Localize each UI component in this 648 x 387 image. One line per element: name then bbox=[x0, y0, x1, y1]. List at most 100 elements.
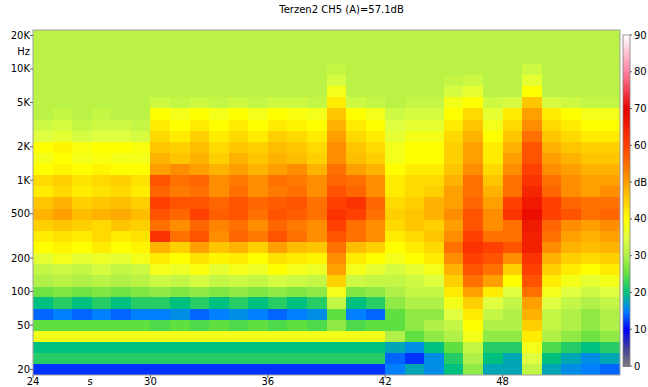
heat-cell bbox=[444, 86, 464, 98]
heat-cell bbox=[287, 208, 307, 219]
heat-cell bbox=[346, 119, 366, 131]
heat-cell bbox=[190, 364, 210, 375]
heat-cell bbox=[327, 297, 347, 309]
heat-cell bbox=[92, 342, 112, 354]
heat-cell bbox=[463, 97, 483, 108]
colorbar bbox=[623, 35, 630, 367]
heat-cell bbox=[483, 219, 503, 231]
heat-cell bbox=[366, 297, 386, 309]
heat-cell bbox=[287, 275, 307, 287]
heat-cell bbox=[229, 197, 249, 209]
heat-cell bbox=[209, 230, 229, 242]
heat-cell bbox=[307, 130, 327, 141]
heat-cell bbox=[150, 286, 170, 297]
colorbar-tick-label: dB bbox=[634, 177, 647, 188]
heat-cell bbox=[522, 86, 542, 98]
heat-cell bbox=[542, 175, 562, 186]
heat-cell bbox=[522, 164, 542, 176]
y-tick-label: 100 bbox=[11, 286, 30, 297]
heat-cell bbox=[366, 364, 386, 375]
heat-cell bbox=[366, 242, 386, 253]
heat-cell bbox=[190, 86, 210, 98]
heat-cell bbox=[53, 353, 73, 364]
heat-cell bbox=[33, 130, 53, 141]
y-tick-label: 20 bbox=[17, 364, 30, 375]
heat-cell bbox=[72, 364, 92, 375]
heat-cell bbox=[190, 308, 210, 320]
heat-cell bbox=[385, 164, 405, 176]
heat-cell bbox=[111, 230, 131, 242]
heat-cell bbox=[561, 253, 581, 264]
heat-cell bbox=[307, 242, 327, 253]
heat-cell bbox=[209, 308, 229, 320]
heat-cell bbox=[444, 41, 464, 53]
heat-cell bbox=[600, 141, 620, 152]
heat-cell bbox=[542, 141, 562, 152]
heat-cell bbox=[268, 353, 288, 364]
heat-cell bbox=[444, 30, 464, 41]
heat-cell bbox=[229, 52, 249, 64]
heat-cell bbox=[561, 230, 581, 242]
heat-cell bbox=[248, 164, 268, 176]
heat-cell bbox=[522, 152, 542, 164]
colorbar-tick bbox=[630, 218, 632, 219]
heat-cell bbox=[561, 164, 581, 176]
heat-cell bbox=[444, 108, 464, 120]
heat-cell bbox=[92, 97, 112, 108]
heat-cell bbox=[72, 119, 92, 131]
heat-cell bbox=[307, 275, 327, 287]
heat-cell bbox=[268, 219, 288, 231]
colorbar-tick bbox=[630, 292, 632, 293]
heat-cell bbox=[229, 164, 249, 176]
colorbar-tick-label: 0 bbox=[634, 361, 640, 372]
cells bbox=[33, 30, 620, 375]
heat-cell bbox=[483, 286, 503, 297]
heat-cell bbox=[405, 275, 425, 287]
heat-cell bbox=[287, 74, 307, 86]
heat-cell bbox=[33, 275, 53, 287]
heat-cell bbox=[268, 242, 288, 253]
heat-cell bbox=[150, 30, 170, 41]
heat-cell bbox=[268, 130, 288, 141]
heat-cell bbox=[248, 286, 268, 297]
heat-cell bbox=[463, 175, 483, 186]
heat-cell bbox=[92, 64, 112, 75]
heat-cell bbox=[170, 219, 190, 231]
heat-cell bbox=[150, 275, 170, 287]
heat-cell bbox=[463, 330, 483, 342]
heat-cell bbox=[483, 275, 503, 287]
heat-cell bbox=[170, 242, 190, 253]
heat-cell bbox=[424, 286, 444, 297]
colorbar-tick-label: 10 bbox=[634, 324, 647, 335]
heat-cell bbox=[503, 208, 523, 219]
heat-cell bbox=[72, 141, 92, 152]
heat-cell bbox=[72, 219, 92, 231]
heat-cell bbox=[444, 186, 464, 198]
heat-cell bbox=[483, 64, 503, 75]
heat-cell bbox=[385, 364, 405, 375]
heat-cell bbox=[444, 263, 464, 275]
heat-cell bbox=[581, 230, 601, 242]
heat-cell bbox=[170, 208, 190, 219]
heat-cell bbox=[366, 263, 386, 275]
heat-cell bbox=[366, 30, 386, 41]
heat-cell bbox=[190, 74, 210, 86]
heat-cell bbox=[424, 152, 444, 164]
heat-cell bbox=[385, 30, 405, 41]
heat-cell bbox=[190, 319, 210, 330]
heat-cell bbox=[229, 308, 249, 320]
heat-cell bbox=[581, 108, 601, 120]
heat-cell bbox=[53, 308, 73, 320]
heat-cell bbox=[405, 52, 425, 64]
heat-cell bbox=[385, 219, 405, 231]
heat-cell bbox=[287, 263, 307, 275]
heat-cell bbox=[307, 41, 327, 53]
heat-cell bbox=[287, 230, 307, 242]
heat-cell bbox=[522, 263, 542, 275]
heat-cell bbox=[366, 186, 386, 198]
heat-cell bbox=[307, 319, 327, 330]
heat-cell bbox=[190, 186, 210, 198]
heat-cell bbox=[33, 319, 53, 330]
heat-cell bbox=[463, 319, 483, 330]
heat-cell bbox=[150, 164, 170, 176]
